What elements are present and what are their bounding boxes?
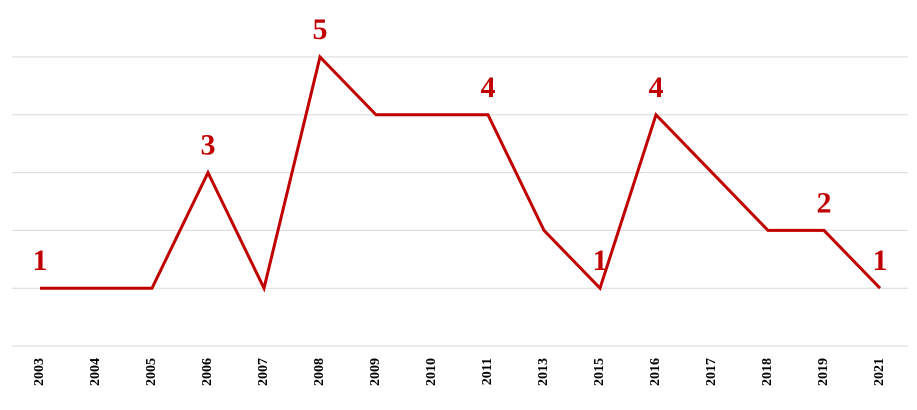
data-label: 3 [201,129,216,162]
x-tick-label: 2010 [424,358,439,386]
x-tick-label: 2004 [88,358,103,386]
data-label: 4 [481,71,496,104]
x-tick-label: 2005 [144,358,159,386]
x-tick-label: 2021 [872,358,887,386]
x-tick-label: 2015 [592,358,607,386]
line [40,54,882,293]
x-tick-label: 2018 [760,358,775,386]
x-tick-label: 2009 [368,358,383,386]
data-label: 4 [649,71,664,104]
data-label: 1 [593,244,608,277]
x-tick-label: 2017 [704,358,719,386]
x-tick-label: 2013 [536,358,551,386]
x-tick-label: 2008 [312,358,327,386]
x-tick-label: 2011 [480,358,495,385]
x-tick-label: 2007 [256,358,271,386]
data-label: 2 [817,186,832,219]
x-tick-label: 2003 [32,358,47,386]
x-tick-label: 2016 [648,358,663,386]
x-tick-label: 2006 [200,358,215,386]
data-label: 1 [33,244,48,277]
x-tick-label: 2019 [816,358,831,386]
data-label: 1 [873,244,888,277]
data-label: 5 [313,13,328,46]
